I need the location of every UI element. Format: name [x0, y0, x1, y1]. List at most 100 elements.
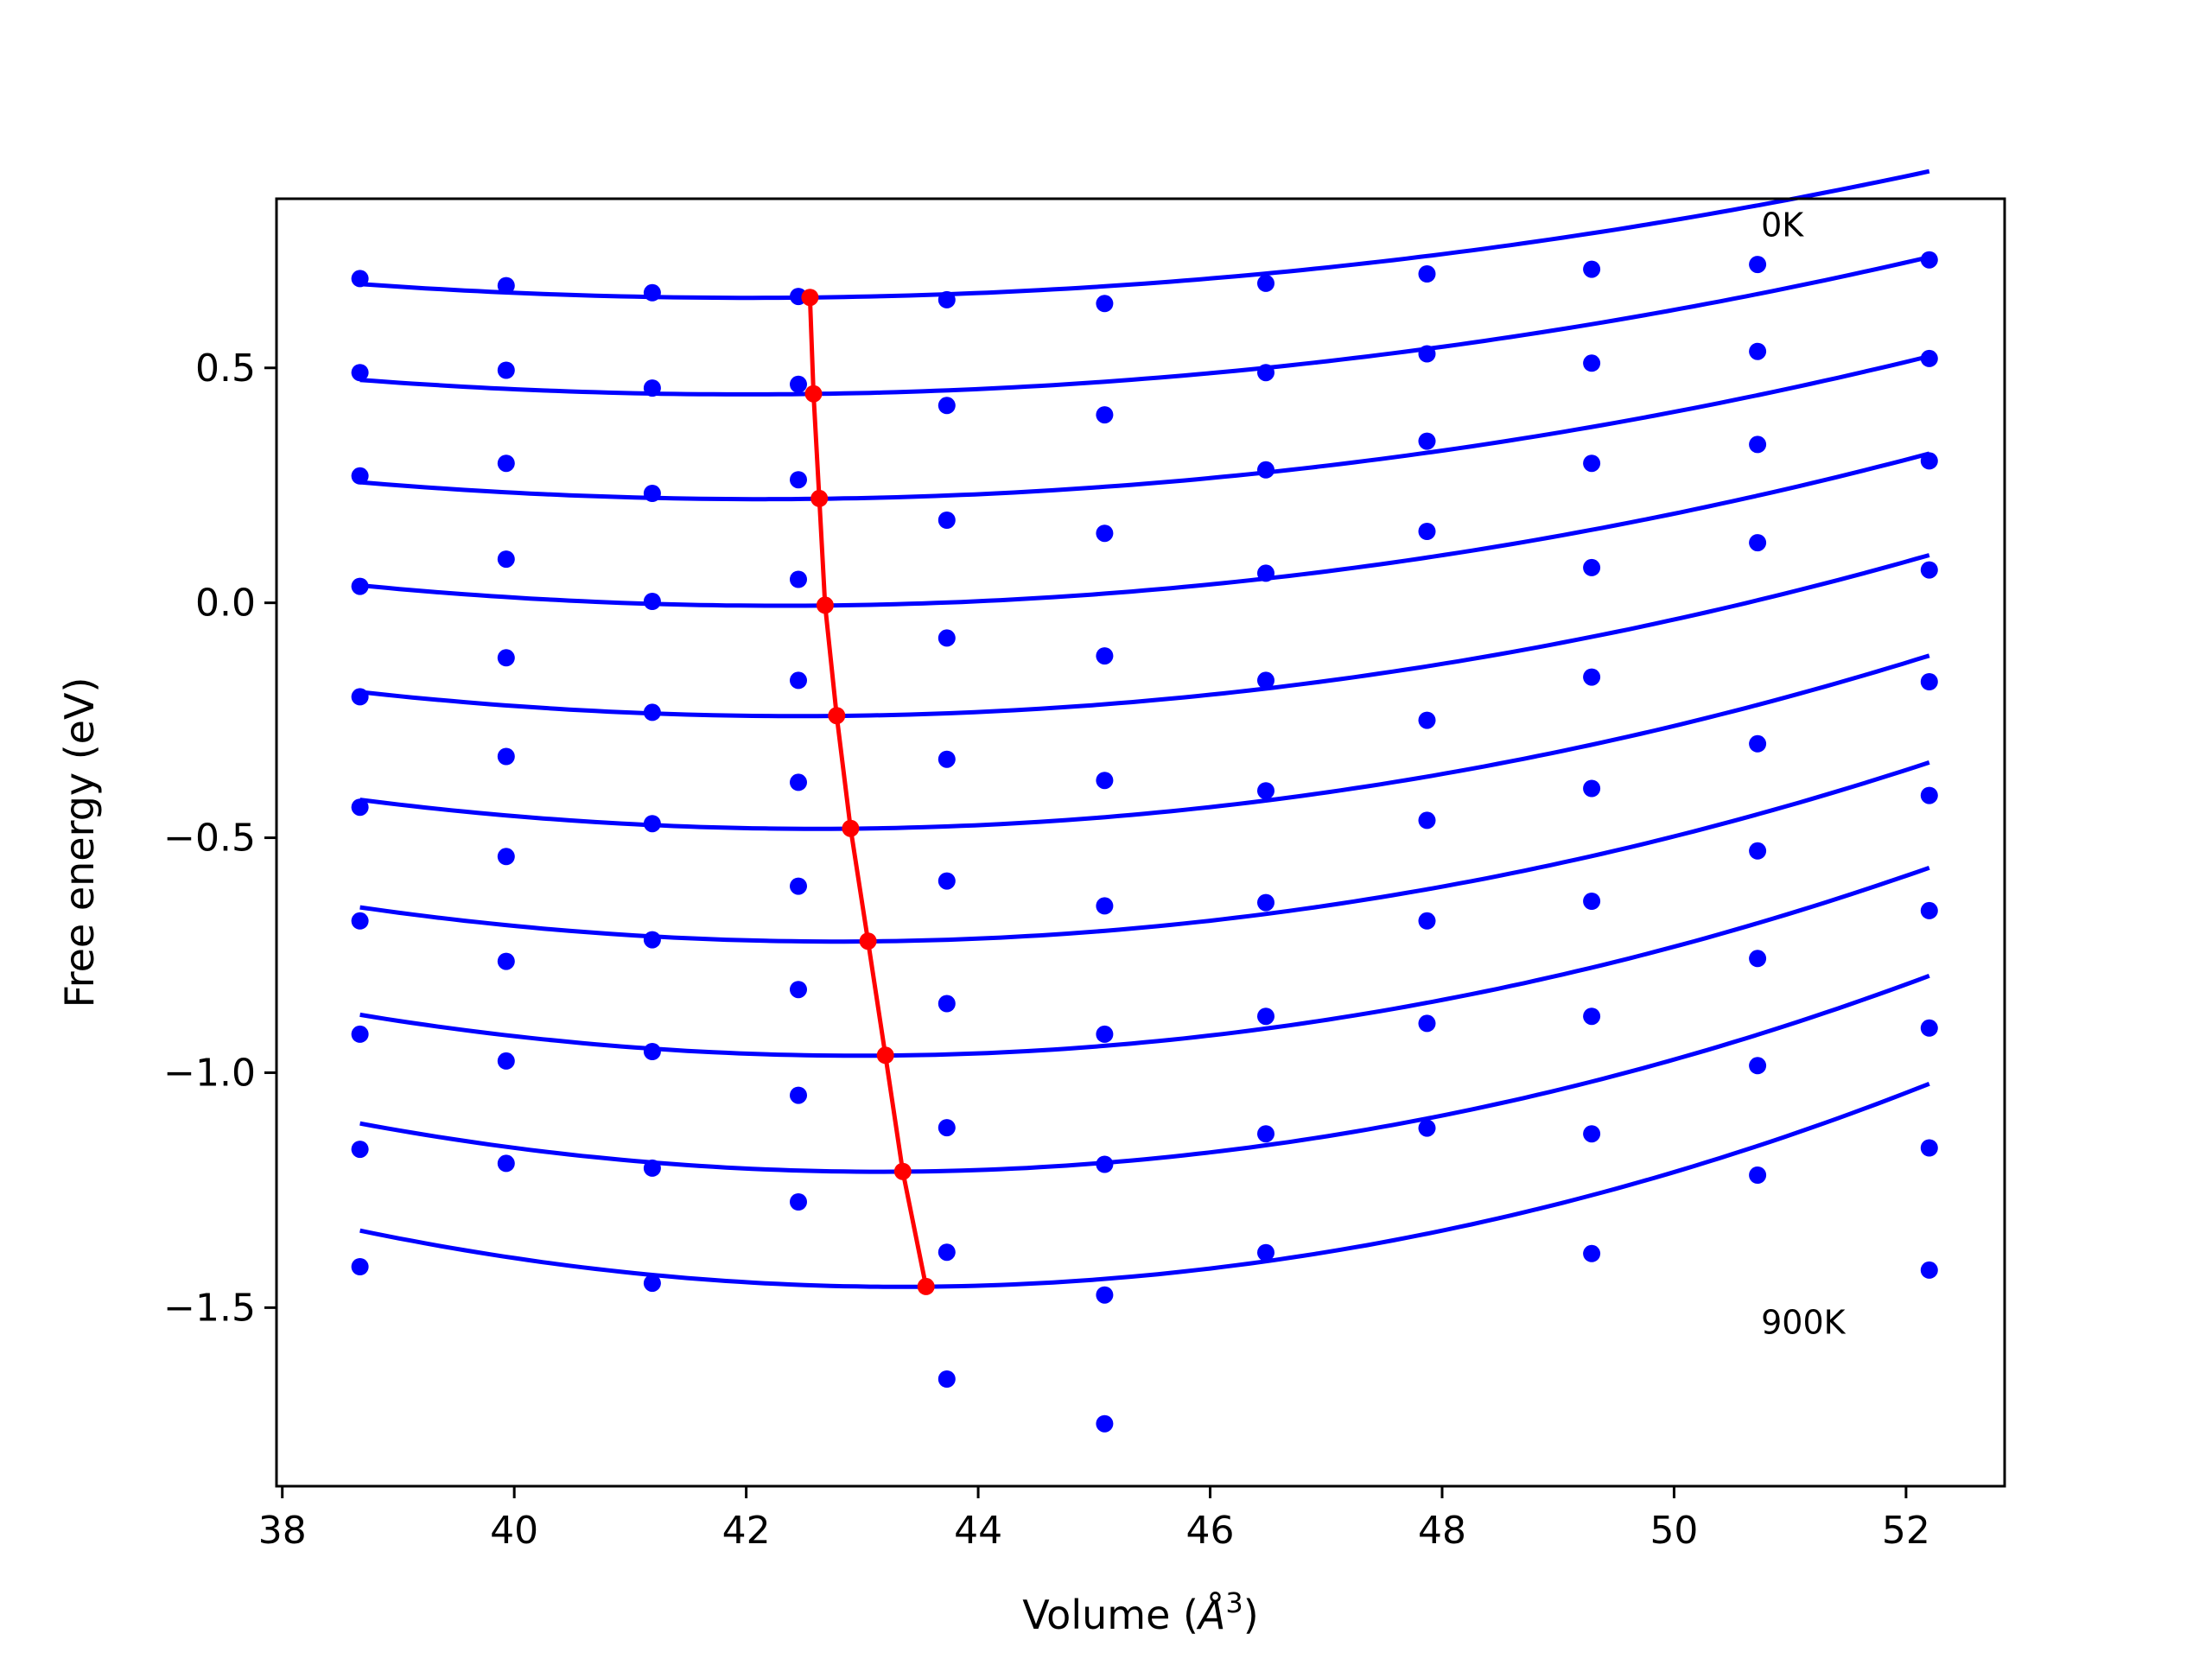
data-point — [1583, 1125, 1601, 1143]
minimum-point — [816, 596, 834, 614]
data-point — [1583, 1244, 1601, 1262]
data-point — [938, 290, 956, 308]
data-point — [643, 283, 661, 302]
data-point — [1257, 893, 1274, 912]
series-0K — [351, 168, 1938, 313]
fit-curve — [359, 653, 1930, 831]
series-700K — [351, 865, 1938, 1173]
data-point — [1583, 1007, 1601, 1026]
data-point — [1418, 811, 1436, 830]
data-point — [351, 798, 369, 817]
minima-line — [807, 297, 929, 1287]
data-point — [497, 361, 515, 379]
minimum-point — [828, 707, 846, 725]
y-tick-label: −0.5 — [163, 817, 256, 861]
fit-curve — [359, 865, 1930, 1058]
data-point — [790, 471, 807, 489]
data-point — [1257, 1243, 1274, 1262]
y-axis: −1.5 −1.0 −0.5 0.0 0.5 — [163, 346, 276, 1330]
minimum-point — [810, 489, 829, 507]
data-point — [643, 379, 661, 397]
x-tick-label: 52 — [1882, 1509, 1930, 1553]
data-point — [1257, 1125, 1274, 1143]
data-point — [1257, 364, 1274, 382]
data-point — [938, 512, 956, 529]
data-point — [1418, 345, 1436, 363]
data-point — [643, 703, 661, 721]
data-point — [790, 1086, 807, 1104]
data-point — [1096, 524, 1114, 543]
data-point — [1920, 1139, 1938, 1157]
data-point — [790, 570, 807, 588]
data-point — [351, 577, 369, 595]
series-800K — [351, 973, 1938, 1304]
data-point — [1583, 893, 1601, 910]
data-point — [1749, 256, 1767, 274]
data-point — [1257, 782, 1274, 800]
data-point — [938, 995, 956, 1013]
data-point — [1749, 842, 1767, 860]
data-point — [790, 981, 807, 999]
data-point — [497, 952, 515, 970]
data-point — [1920, 561, 1938, 579]
data-point — [497, 649, 515, 667]
data-point — [351, 912, 369, 930]
fit-curve — [359, 353, 1930, 502]
data-point — [1583, 558, 1601, 576]
temperature-annotation: 0K — [1761, 207, 1804, 245]
data-point — [1749, 435, 1767, 454]
series-100K — [351, 255, 1938, 424]
data-point — [643, 593, 661, 610]
data-point — [1418, 711, 1436, 729]
data-point — [938, 1119, 956, 1137]
data-point — [351, 1141, 369, 1159]
data-point — [790, 773, 807, 791]
x-axis: 38 40 42 44 46 48 50 52 — [258, 1486, 1930, 1553]
data-point — [1096, 406, 1114, 424]
minimum-point — [859, 932, 877, 950]
minima-layer — [801, 289, 935, 1295]
minimum-point — [842, 819, 860, 837]
plot-area — [351, 168, 1938, 1433]
minimum-point — [801, 289, 819, 307]
data-point — [497, 276, 515, 295]
data-point — [643, 485, 661, 502]
minimum-point — [893, 1162, 912, 1180]
data-point — [1583, 354, 1601, 372]
data-point — [938, 750, 956, 768]
data-point — [1749, 950, 1767, 968]
series-300K — [351, 451, 1938, 665]
data-point — [643, 815, 661, 833]
fit-curve — [359, 760, 1930, 944]
data-point — [1418, 912, 1436, 930]
data-point — [1096, 1286, 1114, 1304]
series-600K — [351, 760, 1938, 1043]
fit-curve — [359, 973, 1930, 1174]
series-900K — [351, 1081, 1938, 1433]
data-point — [1418, 523, 1436, 540]
data-point — [938, 629, 956, 647]
data-point — [1920, 673, 1938, 690]
minimum-point — [917, 1277, 935, 1295]
x-axis-label: Volume (Å3) — [1022, 1586, 1258, 1638]
annotation-layer: 0K 900K — [1761, 207, 1847, 1342]
data-point — [497, 848, 515, 866]
x-tick-label: 40 — [490, 1509, 538, 1553]
data-point — [643, 1159, 661, 1177]
data-point — [497, 454, 515, 473]
data-point — [938, 872, 956, 890]
x-tick-label: 42 — [722, 1509, 771, 1553]
data-point — [1096, 647, 1114, 665]
data-point — [1583, 260, 1601, 278]
x-tick-label: 38 — [258, 1509, 307, 1553]
data-point — [497, 1052, 515, 1070]
data-point — [1257, 274, 1274, 292]
x-tick-label: 50 — [1649, 1509, 1698, 1553]
data-point — [790, 375, 807, 393]
series-400K — [351, 553, 1938, 790]
data-point — [1749, 1057, 1767, 1075]
series-200K — [351, 353, 1938, 543]
y-tick-label: −1.5 — [163, 1286, 256, 1330]
data-point — [1583, 454, 1601, 473]
